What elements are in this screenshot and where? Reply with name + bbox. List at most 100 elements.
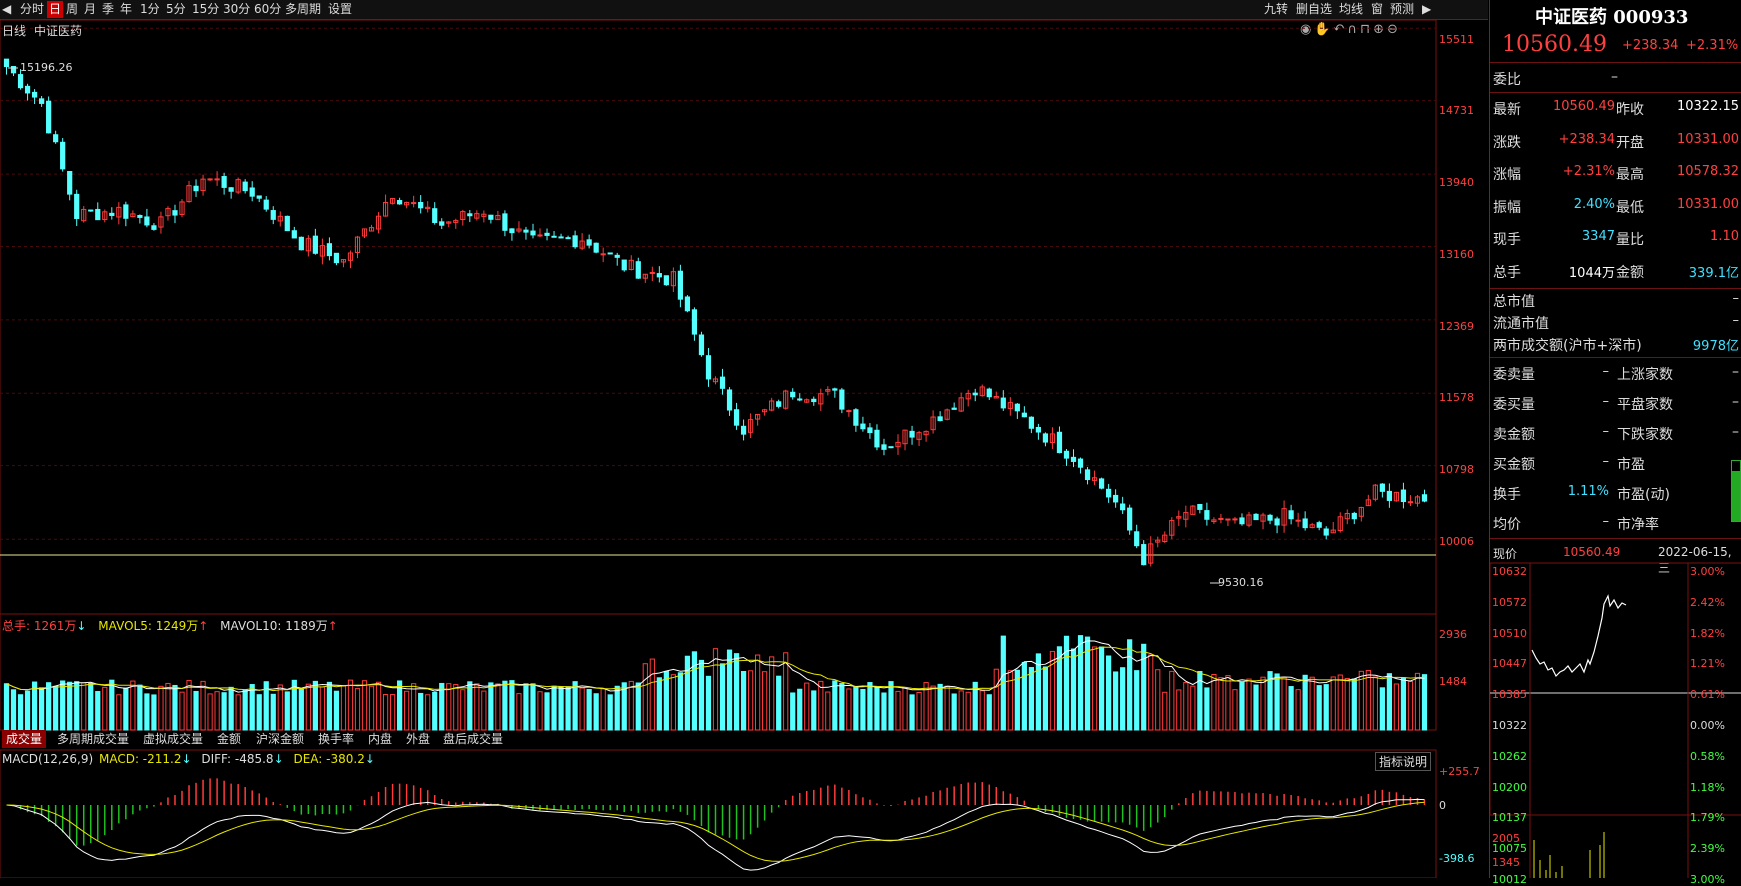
- volume-bar: [958, 690, 964, 731]
- candle-body: [719, 376, 726, 389]
- volume-bar: [39, 687, 45, 731]
- tab-month[interactable]: 月: [84, 2, 97, 16]
- tab-virtual-volume[interactable]: 虚拟成交量: [143, 732, 204, 746]
- mini-left-axis: 10447: [1492, 657, 1527, 671]
- tool-forecast[interactable]: 预测: [1390, 2, 1415, 16]
- tab-30min[interactable]: 30分: [223, 2, 251, 16]
- candle-body: [530, 230, 536, 236]
- candle-body: [916, 432, 922, 440]
- volume-bar: [600, 688, 606, 731]
- candle-body: [277, 215, 283, 222]
- tab-multi-period[interactable]: 多周期: [285, 2, 322, 16]
- magnet-icon[interactable]: ∩: [1347, 22, 1360, 37]
- tab-quarter[interactable]: 季: [102, 2, 115, 16]
- tab-multi-volume[interactable]: 多周期成交量: [57, 732, 130, 746]
- tab-turnover[interactable]: 换手率: [318, 732, 355, 746]
- undo-icon[interactable]: ↶: [1333, 22, 1348, 37]
- volume-bar: [790, 692, 796, 731]
- intraday-chart[interactable]: [1490, 0, 1741, 878]
- tab-sh-sz-amount[interactable]: 沪深金额: [256, 732, 305, 746]
- quote-label: 量比: [1616, 232, 1644, 248]
- volume-bar: [474, 683, 480, 731]
- volume-bar: [179, 691, 185, 731]
- pair-label: 平盘家数: [1617, 397, 1673, 413]
- volume-bar: [909, 694, 915, 731]
- tab-minute[interactable]: 分时: [20, 2, 45, 16]
- candle-body: [172, 210, 178, 216]
- kline-chart[interactable]: [0, 0, 1488, 878]
- tab-outer[interactable]: 外盘: [406, 732, 431, 746]
- candle-body: [319, 245, 326, 257]
- candle-body: [1225, 518, 1231, 521]
- tool-ma[interactable]: 均线: [1339, 2, 1364, 16]
- tab-volume[interactable]: 成交量: [2, 730, 47, 748]
- candle-body: [1169, 520, 1175, 536]
- zoom-out-icon[interactable]: ⊖: [1387, 22, 1401, 37]
- zoom-in-icon[interactable]: ⊕: [1373, 22, 1388, 37]
- indicator-explain-button[interactable]: 指标说明: [1375, 752, 1432, 771]
- tab-5min[interactable]: 5分: [166, 2, 186, 16]
- volume-bar: [832, 680, 838, 731]
- volume-bar: [1183, 682, 1189, 731]
- candle-body: [790, 391, 796, 398]
- volume-bar: [263, 681, 269, 731]
- tool-jiuzhuan[interactable]: 九转: [1264, 2, 1289, 16]
- volume-bar: [361, 680, 368, 731]
- volume-bar: [144, 693, 150, 731]
- pair-label: 均价: [1493, 517, 1521, 533]
- tab-day[interactable]: 日: [47, 1, 64, 18]
- tab-week[interactable]: 周: [66, 2, 79, 16]
- tab-15min[interactable]: 15分: [192, 2, 220, 16]
- volume-bar: [1309, 676, 1315, 731]
- lock-icon[interactable]: ⊓: [1359, 22, 1374, 37]
- volume-bar: [783, 652, 789, 731]
- candle-body: [17, 74, 24, 89]
- candle-body: [804, 399, 810, 403]
- market-value: 9978亿: [1692, 339, 1739, 354]
- volume-bar: [291, 679, 297, 731]
- volume-bar: [1253, 684, 1259, 731]
- candle-body: [1204, 510, 1210, 520]
- candle-body: [263, 199, 269, 210]
- candle-body: [10, 65, 17, 74]
- candle-body: [740, 425, 747, 435]
- pair-value: –: [1602, 424, 1610, 439]
- volume-total: 总手: 1261万: [2, 619, 77, 633]
- candle-body: [425, 206, 431, 210]
- volume-bar: [1155, 669, 1161, 731]
- pair-row: 换手 1.11% 市盈(动): [1493, 478, 1739, 506]
- volume-bar: [1281, 676, 1287, 731]
- volume-bar: [116, 694, 122, 731]
- candle-body: [74, 193, 80, 220]
- volume-bar: [1077, 635, 1084, 731]
- candle-body: [986, 388, 992, 398]
- macd-value: MACD: -211.2: [98, 752, 182, 766]
- quote-price: 10560.49: [1502, 32, 1607, 57]
- tab-60min[interactable]: 60分: [254, 2, 282, 16]
- prev-icon[interactable]: ◀: [2, 2, 12, 16]
- next-icon[interactable]: ▶: [1422, 2, 1432, 16]
- candle-body: [432, 208, 438, 223]
- volume-bar: [811, 690, 817, 731]
- candle-body: [1120, 503, 1126, 511]
- candle-body: [1267, 514, 1273, 521]
- tab-1min[interactable]: 1分: [140, 2, 160, 16]
- volume-bar: [319, 686, 326, 731]
- candle-body: [291, 230, 297, 239]
- quote-value: +238.34: [1558, 131, 1615, 147]
- tool-delete-favorite[interactable]: 删自选: [1296, 2, 1333, 16]
- quote-value: 10322.15: [1676, 99, 1739, 114]
- tab-year[interactable]: 年: [120, 2, 133, 16]
- tab-inner[interactable]: 内盘: [368, 732, 393, 746]
- candle-body: [663, 275, 669, 286]
- tool-window[interactable]: 窗: [1371, 2, 1384, 16]
- quote-label: 最低: [1616, 199, 1644, 216]
- volume-bar: [867, 682, 873, 731]
- tab-amount[interactable]: 金额: [217, 732, 242, 746]
- tab-after-hours[interactable]: 盘后成交量: [443, 732, 504, 746]
- volume-bar: [1014, 669, 1020, 731]
- hand-icon[interactable]: ✋: [1314, 22, 1334, 37]
- mini-left-axis: 10075: [1492, 842, 1527, 856]
- tab-settings[interactable]: 设置: [328, 2, 353, 16]
- eye-icon[interactable]: ◉: [1300, 22, 1315, 37]
